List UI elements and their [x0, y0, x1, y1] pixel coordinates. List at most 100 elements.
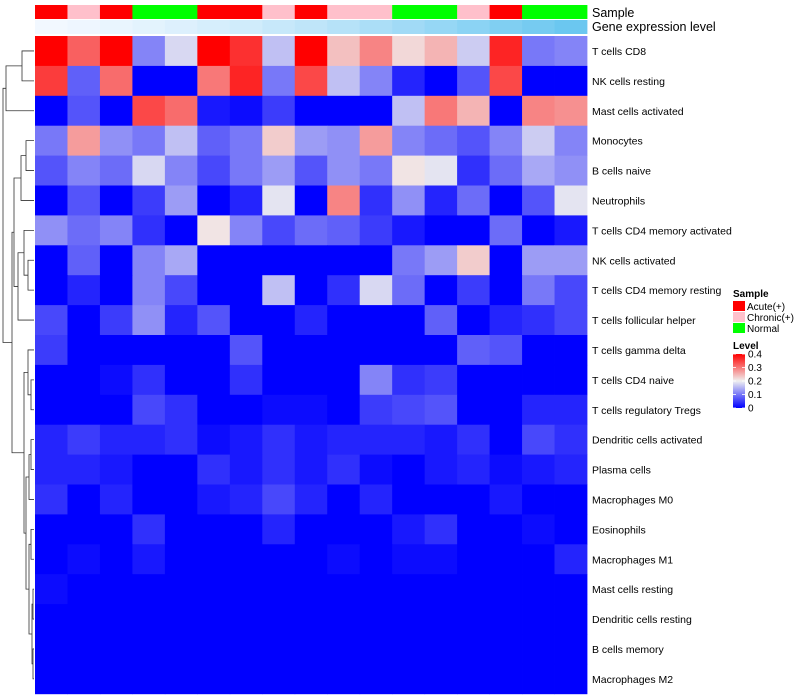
heatmap-cell	[359, 394, 393, 426]
heatmap-cell	[359, 245, 393, 276]
heatmap-cell	[99, 215, 133, 246]
dendrogram-branch	[32, 648, 34, 680]
heatmap-cell	[197, 335, 231, 366]
gene-expression-annotation-cell	[457, 20, 490, 34]
heatmap-cell	[262, 663, 296, 695]
legend-level-title: Level	[733, 341, 759, 352]
heatmap-cell	[262, 125, 296, 156]
heatmap-cell	[522, 305, 555, 336]
heatmap-cell	[197, 155, 231, 186]
gene-expression-annotation-cell	[424, 20, 458, 34]
heatmap-cell	[327, 36, 361, 67]
heatmap-cell	[35, 544, 68, 575]
heatmap-cell	[262, 215, 296, 246]
heatmap-cell	[229, 604, 263, 635]
heatmap-cell	[294, 424, 328, 455]
dendrogram-branch	[32, 588, 34, 620]
heatmap-cell	[132, 36, 166, 67]
heatmap-cell	[489, 215, 523, 246]
heatmap-cell	[67, 454, 101, 485]
heatmap-cell	[197, 275, 231, 306]
heatmap-cell	[522, 125, 555, 156]
heatmap-cell	[554, 95, 588, 127]
heatmap-cell	[164, 36, 198, 67]
heatmap-cell	[489, 275, 523, 306]
heatmap-cell	[554, 604, 588, 635]
heatmap-cell	[67, 544, 101, 575]
heatmap-cell	[164, 394, 198, 426]
dendrogram-branch	[5, 65, 34, 112]
heatmap-cell	[67, 305, 101, 336]
dendrogram-branch	[30, 439, 34, 470]
heatmap-cell	[489, 65, 523, 97]
gene-expression-annotation-cell	[229, 20, 263, 34]
heatmap-cell	[229, 305, 263, 336]
sample-annotation-cell	[132, 5, 166, 19]
gene-expression-annotation-cell	[392, 20, 426, 34]
heatmap-cell	[99, 305, 133, 336]
heatmap-cell	[99, 514, 133, 545]
sample-annotation-label: Sample	[592, 6, 634, 20]
heatmap-cell	[424, 484, 458, 515]
heatmap-cell	[392, 245, 426, 276]
heatmap-cell	[294, 364, 328, 396]
row-label: Mast cells activated	[592, 106, 684, 118]
legend-sample-swatch	[733, 312, 745, 322]
legend-sample-title: Sample	[733, 289, 769, 300]
row-label: Plasma cells	[592, 465, 651, 477]
row-label: T cells gamma delta	[592, 345, 686, 357]
legend-sample-items: Acute(+)Chronic(+)Normal	[733, 301, 794, 335]
heatmap-cell	[522, 65, 555, 97]
heatmap-cell	[132, 185, 166, 216]
heatmap-cell	[522, 394, 555, 426]
heatmap-cell	[197, 364, 231, 396]
heatmap-cell	[67, 394, 101, 426]
heatmap-cell	[197, 125, 231, 156]
heatmap-cell	[359, 634, 393, 665]
heatmap-cell	[294, 394, 328, 426]
heatmap-cell	[229, 275, 263, 306]
heatmap-cell	[327, 634, 361, 665]
heatmap-cell	[164, 364, 198, 396]
heatmap-cell	[554, 36, 588, 67]
heatmap-cell	[522, 185, 555, 216]
heatmap-cell	[359, 155, 393, 186]
heatmap-cell	[164, 424, 198, 455]
heatmap-cell	[489, 604, 523, 635]
heatmap-cell	[262, 364, 296, 396]
heatmap-cell	[67, 185, 101, 216]
heatmap-cell	[327, 245, 361, 276]
heatmap-cell	[554, 514, 588, 545]
heatmap-cell	[294, 514, 328, 545]
heatmap-cell	[424, 364, 458, 396]
heatmap-cell	[67, 125, 101, 156]
heatmap-cell	[35, 305, 68, 336]
heatmap-cell	[359, 305, 393, 336]
heatmap-cell	[554, 245, 588, 276]
heatmap-cell	[99, 484, 133, 515]
heatmap-cell	[457, 155, 490, 186]
heatmap-cell	[424, 394, 458, 426]
dendrogram-branch	[13, 177, 21, 287]
heatmap-cell	[392, 65, 426, 97]
heatmap-cell	[522, 663, 555, 695]
heatmap-cell	[327, 544, 361, 575]
heatmap-cell	[457, 394, 490, 426]
legend-sample-label: Chronic(+)	[747, 313, 794, 324]
heatmap-cell	[392, 663, 426, 695]
legend-sample-swatch	[733, 323, 745, 333]
sample-annotation-cell	[197, 5, 231, 19]
heatmap-cell	[132, 155, 166, 186]
heatmap-cell	[327, 215, 361, 246]
heatmap-cell	[424, 604, 458, 635]
heatmap-cell	[164, 275, 198, 306]
heatmap-cell	[327, 185, 361, 216]
gene-expression-annotation-cell	[554, 20, 588, 34]
heatmap-cell	[359, 514, 393, 545]
dendrogram-branch	[30, 528, 34, 560]
heatmap-cell	[262, 335, 296, 366]
heatmap-cell	[489, 305, 523, 336]
heatmap-cell	[554, 484, 588, 515]
heatmap-cell	[132, 634, 166, 665]
